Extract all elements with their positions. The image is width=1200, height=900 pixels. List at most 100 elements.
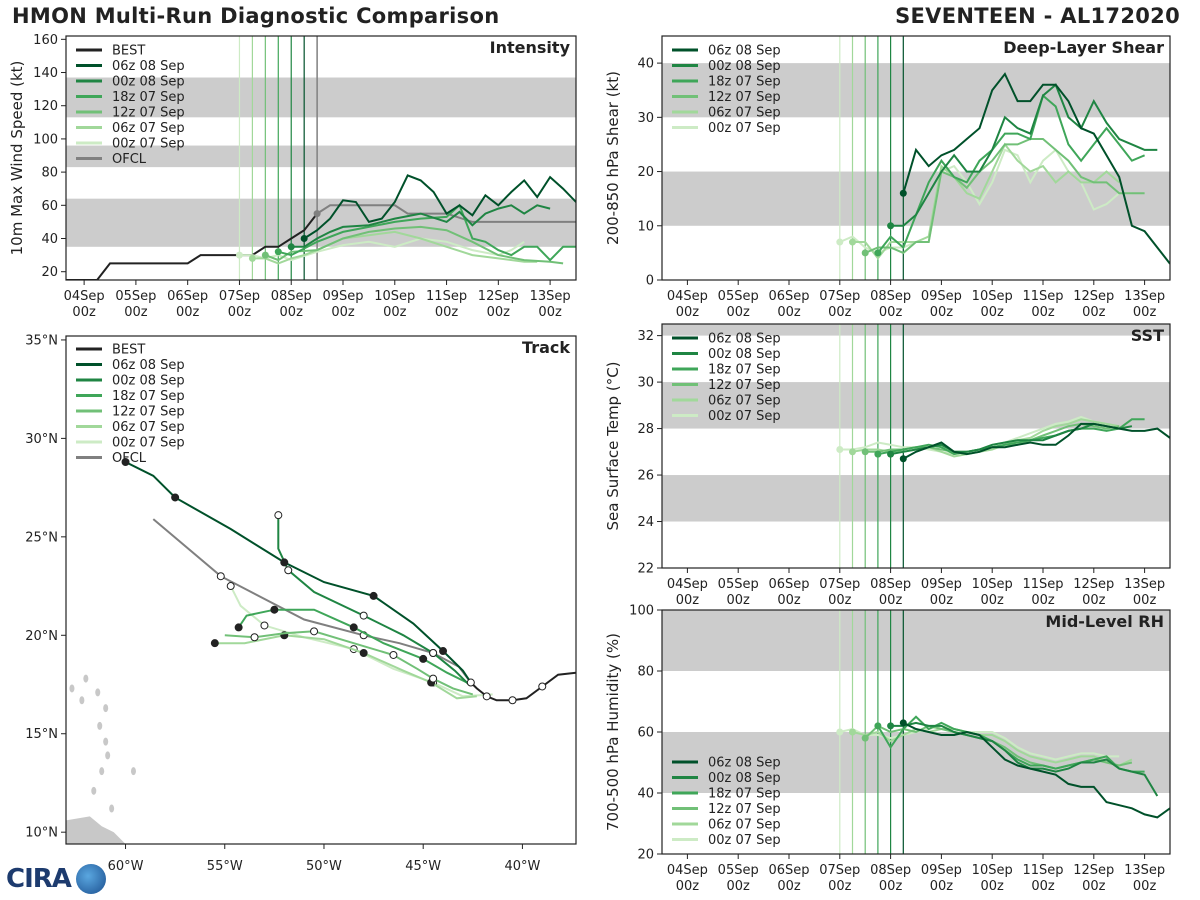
threshold-band [66, 77, 576, 118]
y-tick-label: 22 [637, 562, 654, 577]
track-position-marker [369, 591, 378, 600]
threshold-band [662, 324, 1170, 336]
panel-title: SST [1131, 326, 1164, 345]
island [105, 751, 111, 760]
track-position-marker [274, 511, 283, 520]
legend-label: 12z 07 Sep [708, 90, 781, 105]
legend-label: 06z 08 Sep [708, 44, 781, 59]
track-position-marker [538, 682, 547, 691]
legend-label: 00z 08 Sep [112, 374, 185, 389]
x-tick-label: 12Sep [1073, 863, 1114, 878]
x-tick-label: 12Sep [1073, 289, 1114, 304]
x-tick-label: 00z [176, 305, 200, 320]
rh-plot-area [662, 610, 1170, 854]
series-start-marker [300, 235, 308, 243]
series-start-marker [836, 728, 844, 736]
cira-logo: CIRA [6, 862, 106, 896]
x-tick-label: 13Sep [1124, 289, 1165, 304]
x-tick-label: 07Sep [819, 577, 860, 592]
track-position-marker [121, 458, 130, 467]
y-tick-label: 40 [637, 57, 654, 72]
y-axis-label: 200-850 hPa Shear (kt) [604, 71, 622, 245]
x-tick-label: 00z [981, 593, 1005, 608]
x-tick-label: 40°W [504, 859, 540, 874]
island [103, 737, 109, 746]
x-tick-label: 09Sep [921, 863, 962, 878]
land-mass [66, 816, 126, 844]
series-line [291, 204, 551, 248]
legend-label: 06z 07 Sep [708, 106, 781, 121]
legend-label: 12z 07 Sep [708, 378, 781, 393]
track-position-marker [419, 654, 428, 663]
legend-label: 12z 07 Sep [112, 405, 185, 420]
series-start-marker [887, 222, 895, 230]
legend-label: OFCL [112, 152, 147, 167]
series-start-marker [899, 189, 907, 197]
panel-title: Deep-Layer Shear [1003, 38, 1164, 57]
island [95, 688, 101, 697]
x-tick-label: 00z [1031, 593, 1055, 608]
y-tick-label: 30 [637, 111, 654, 126]
x-tick-label: 04Sep [667, 863, 708, 878]
x-tick-label: 10Sep [972, 863, 1013, 878]
intensity-panel: 2040608010012014016004Sep00z05Sep00z06Se… [8, 33, 577, 320]
track-position-marker [359, 611, 368, 620]
legend-label: 06z 07 Sep [112, 420, 185, 435]
x-tick-label: 00z [1082, 593, 1106, 608]
track-position-marker [210, 639, 219, 648]
panel-title: Track [522, 338, 570, 357]
y-tick-label: 25°N [25, 530, 58, 545]
legend-label: 00z 07 Sep [112, 436, 185, 451]
track-position-marker [482, 692, 491, 701]
island [69, 684, 75, 693]
x-tick-label: 00z [828, 879, 852, 894]
track-position-marker [171, 493, 180, 502]
series-line [252, 230, 538, 265]
track-position-marker [439, 647, 448, 656]
series-start-marker [836, 445, 844, 453]
x-tick-label: 00z [930, 879, 954, 894]
y-tick-label: 0 [646, 274, 654, 289]
series-start-marker [287, 243, 295, 251]
shear-panel: 01020304004Sep00z05Sep00z06Sep00z07Sep00… [604, 35, 1171, 320]
series-line [877, 715, 1145, 773]
x-tick-label: 00z [981, 879, 1005, 894]
x-tick-label: 00z [228, 305, 252, 320]
x-tick-label: 00z [538, 305, 562, 320]
y-tick-label: 15°N [25, 727, 58, 742]
x-tick-label: 12Sep [1073, 577, 1114, 592]
x-tick-label: 00z [930, 305, 954, 320]
threshold-band [66, 145, 576, 168]
legend-label: 12z 07 Sep [708, 802, 781, 817]
x-tick-label: 60°W [108, 859, 144, 874]
y-tick-label: 60 [41, 199, 58, 214]
x-tick-label: 00z [777, 879, 801, 894]
ofcl-start-marker [313, 210, 321, 218]
track-plot-area [66, 458, 576, 844]
page-title: HMON Multi-Run Diagnostic Comparison [12, 4, 500, 28]
track-position-marker [284, 566, 293, 575]
island [109, 804, 115, 813]
series-line [264, 225, 564, 265]
y-tick-label: 40 [41, 232, 58, 247]
x-tick-label: 00z [981, 305, 1005, 320]
x-tick-label: 08Sep [870, 863, 911, 878]
panel-title: Mid-Level RH [1045, 612, 1164, 631]
x-tick-label: 06Sep [768, 289, 809, 304]
series-line [902, 422, 1170, 460]
x-tick-label: 00z [879, 593, 903, 608]
x-tick-label: 08Sep [870, 577, 911, 592]
legend-label: 00z 07 Sep [708, 833, 781, 848]
x-tick-label: 50°W [306, 859, 342, 874]
threshold-band [662, 610, 1170, 671]
x-tick-label: 00z [828, 305, 852, 320]
x-tick-label: 10Sep [972, 577, 1013, 592]
sst-panel: 22242628303204Sep00z05Sep00z06Sep00z07Se… [604, 323, 1171, 608]
x-tick-label: 13Sep [1124, 863, 1165, 878]
series-line [890, 83, 1158, 227]
island [83, 674, 89, 683]
axes-frame [661, 35, 1171, 281]
series-line [902, 721, 1170, 819]
track-position-marker [280, 558, 289, 567]
legend-label: 18z 07 Sep [112, 90, 185, 105]
